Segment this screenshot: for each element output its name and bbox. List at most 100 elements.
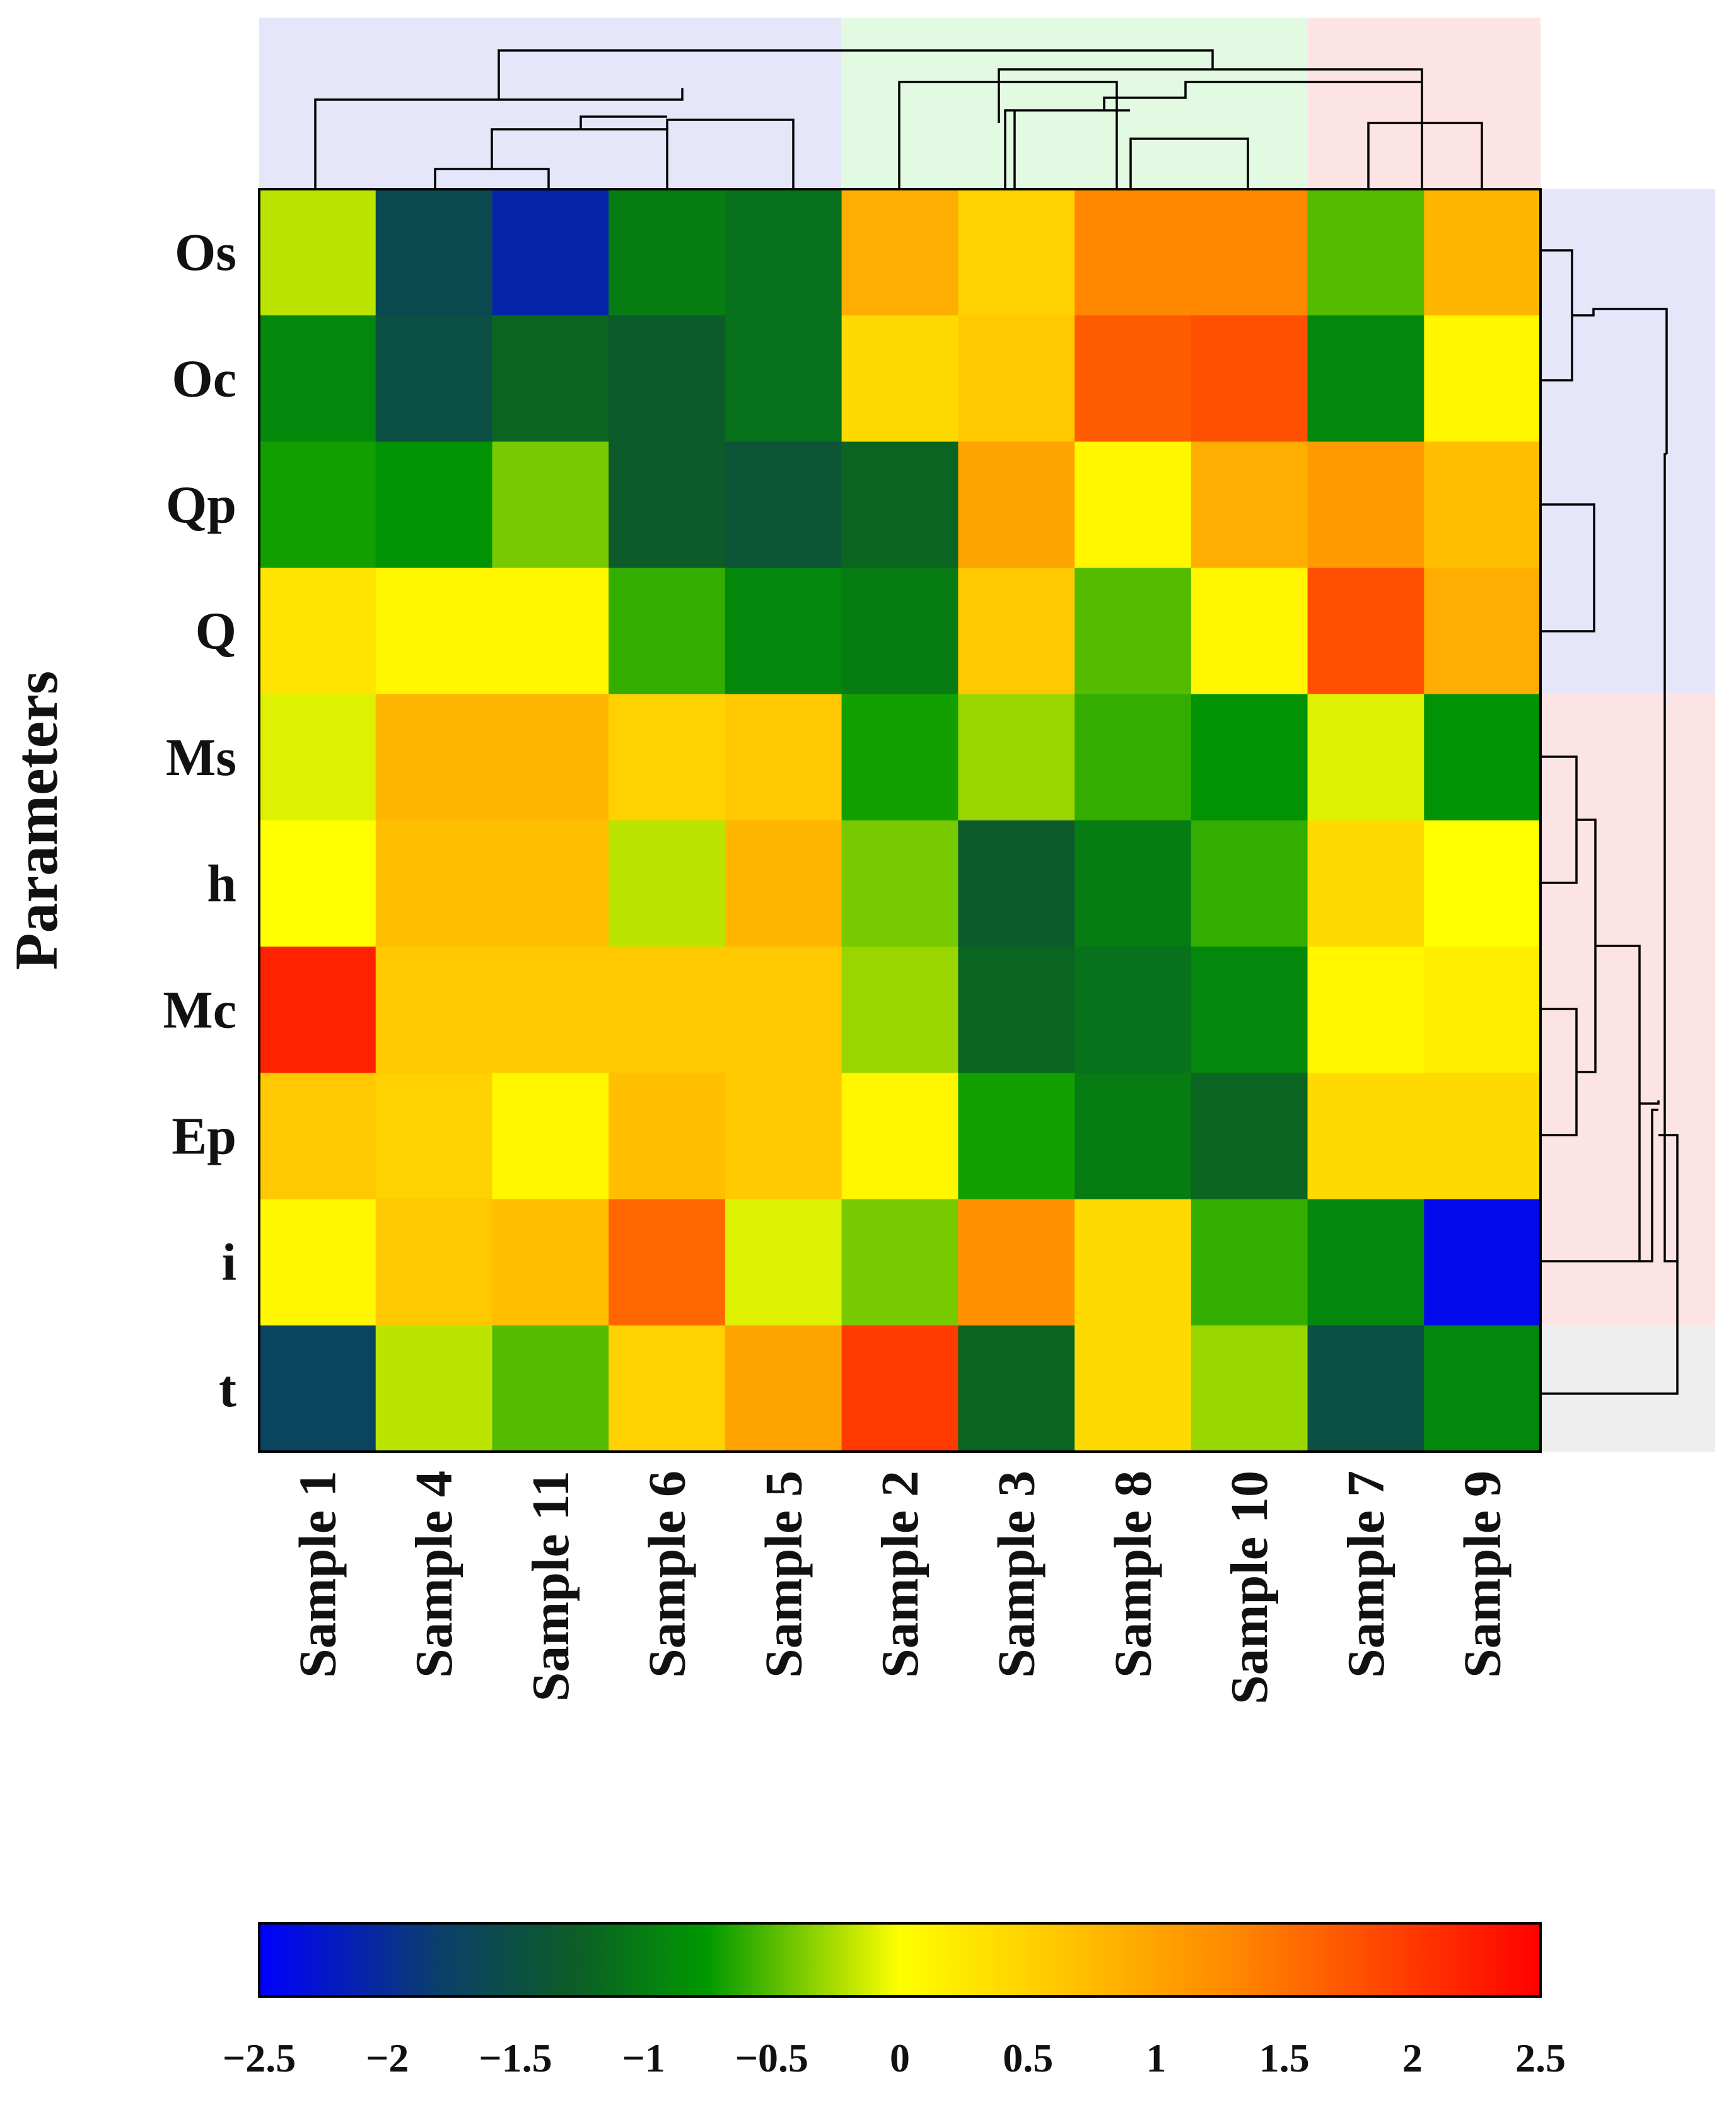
heatmap-cell [375, 1325, 493, 1452]
heatmap-cell [725, 820, 842, 947]
heatmap-cell [1424, 315, 1541, 442]
heatmap-cell [375, 1073, 493, 1200]
heatmap-cell [375, 1199, 493, 1326]
colorbar-tick-label: −0.5 [735, 2036, 808, 2080]
heatmap-cell [375, 315, 493, 442]
heatmap-cell [1075, 947, 1192, 1073]
heatmap-cell [725, 1199, 842, 1326]
column-labels: Sample 1 Sample 4 Sample 11 Sample 6 Sample … [288, 1471, 1512, 1705]
colorbar-tick-label: 2 [1402, 2036, 1423, 2080]
heatmap-cell [492, 820, 609, 947]
column-label: Sample 10 [1220, 1471, 1279, 1705]
heatmap-cell [958, 1073, 1075, 1200]
heatmap-cell [725, 315, 842, 442]
heatmap-cell [1307, 1199, 1424, 1326]
heatmap-cell [1191, 1199, 1308, 1326]
heatmap-cell [1191, 694, 1308, 821]
heatmap-cell [375, 189, 493, 316]
heatmap-cell [375, 947, 493, 1073]
heatmap-cell [725, 189, 842, 316]
heatmap-cell [841, 189, 958, 316]
heatmap-cell [259, 189, 376, 316]
colorbar-tick-label: 0.5 [1003, 2036, 1053, 2080]
heatmap-cell [259, 1073, 376, 1200]
heatmap-cell [1075, 1073, 1192, 1200]
heatmap-cell [1075, 820, 1192, 947]
heatmap-cell [609, 568, 726, 695]
heatmap-cell [609, 1325, 726, 1452]
heatmap-cell [841, 694, 958, 821]
heatmap-cell [1191, 189, 1308, 316]
heatmap-cell [1307, 820, 1424, 947]
heatmap-cell [1075, 315, 1192, 442]
heatmap-cell [492, 1199, 609, 1326]
heatmap-cell [725, 947, 842, 1073]
heatmap-cell [492, 441, 609, 569]
column-label: Sample 9 [1453, 1471, 1512, 1678]
column-cluster-bands [259, 18, 1541, 189]
heatmap-cell [958, 1199, 1075, 1326]
row-label: h [207, 854, 236, 913]
heatmap-cell [259, 568, 376, 695]
column-label: Sample 6 [638, 1471, 697, 1678]
heatmap-cell [1075, 1325, 1192, 1452]
heatmap-cell [1075, 1199, 1192, 1326]
row-label: Oc [172, 349, 236, 408]
heatmap-cell [1307, 1073, 1424, 1200]
colorbar-tick-label: −2 [366, 2036, 409, 2080]
heatmap-cell [492, 315, 609, 442]
heatmap-cell [1191, 441, 1308, 569]
heatmap-cell [492, 189, 609, 316]
heatmap-cell [609, 315, 726, 442]
colorbar-tick-labels: −2.5 −2 −1.5 −1 −0.5 0 0.5 1 1.5 2 2.5 [223, 2036, 1566, 2080]
heatmap-cell [609, 1073, 726, 1200]
colorbar [258, 1922, 1542, 1998]
column-label: Sample 3 [987, 1471, 1046, 1678]
heatmap-cell [1424, 189, 1541, 316]
column-label: Sample 7 [1337, 1471, 1395, 1678]
heatmap-cell [958, 568, 1075, 695]
row-label: Ms [166, 728, 236, 787]
heatmap-cell [958, 315, 1075, 442]
heatmap-cells [259, 189, 1541, 1452]
heatmap-cell [841, 441, 958, 569]
row-label: i [222, 1233, 236, 1292]
heatmap-cell [1424, 568, 1541, 695]
column-label: Sample 2 [871, 1471, 929, 1678]
heatmap-cell [375, 694, 493, 821]
heatmap-cell [841, 568, 958, 695]
heatmap-cell [1424, 694, 1541, 821]
column-dendrogram [314, 49, 1483, 189]
heatmap-cell [725, 568, 842, 695]
heatmap-cell [1424, 947, 1541, 1073]
row-dendrogram [1541, 249, 1679, 1395]
heatmap-cell [1191, 315, 1308, 442]
colorbar-tick-label: −1 [622, 2036, 665, 2080]
heatmap-cell [958, 820, 1075, 947]
heatmap-cell [609, 694, 726, 821]
heatmap-cell [1424, 1199, 1541, 1326]
heatmap-cell [1307, 694, 1424, 821]
heatmap-cell [1191, 947, 1308, 1073]
colorbar-tick-label: −1.5 [479, 2036, 552, 2080]
heatmap-cell [375, 820, 493, 947]
heatmap-cell [725, 441, 842, 569]
row-label: Ep [172, 1107, 236, 1166]
row-label: Q [195, 602, 236, 661]
colorbar-tick-label: 2.5 [1515, 2036, 1566, 2080]
heatmap-cell [609, 441, 726, 569]
heatmap-cell [1075, 568, 1192, 695]
heatmap-cell [725, 1325, 842, 1452]
heatmap-cell [492, 1073, 609, 1200]
heatmap-cell [958, 189, 1075, 316]
row-label: Qp [166, 476, 236, 535]
heatmap-cell [259, 441, 376, 569]
heatmap-cell [841, 820, 958, 947]
heatmap-cell [1191, 1325, 1308, 1452]
column-cluster-band [1307, 18, 1541, 189]
heatmap-cell [492, 1325, 609, 1452]
heatmap-cell [492, 947, 609, 1073]
heatmap-cell [958, 947, 1075, 1073]
heatmap-cell [958, 1325, 1075, 1452]
